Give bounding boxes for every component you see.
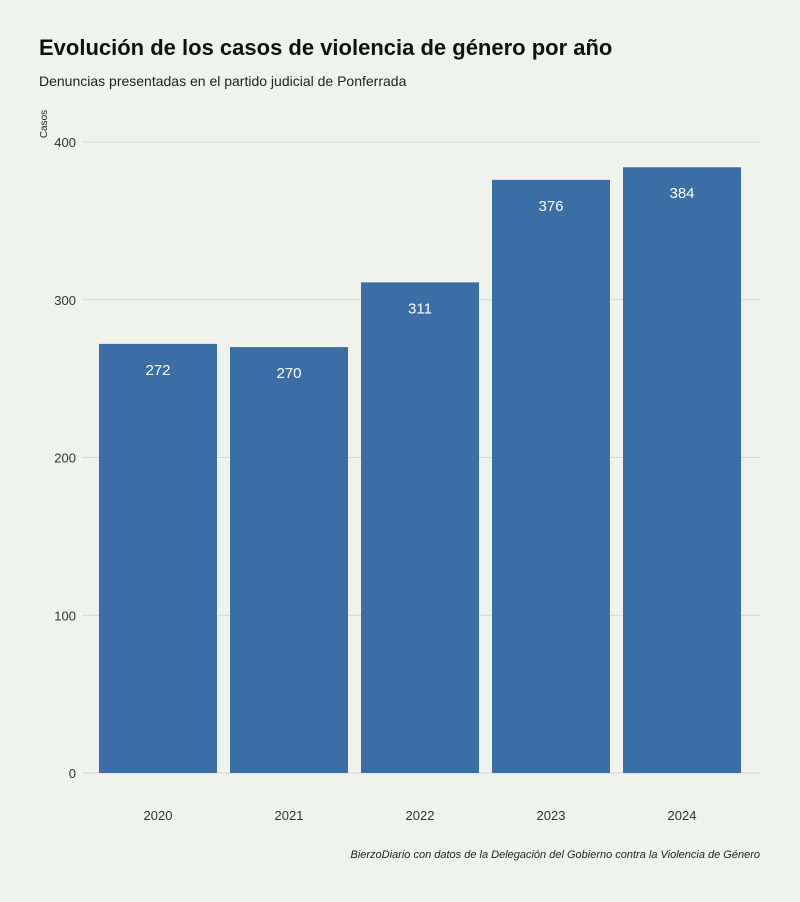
data-label: 272 bbox=[145, 362, 170, 379]
x-tick-label: 2023 bbox=[537, 808, 566, 823]
bar-2023 bbox=[492, 179, 610, 774]
x-tick-label: 2021 bbox=[275, 808, 304, 823]
data-label: 384 bbox=[669, 185, 694, 202]
y-tick-label: 100 bbox=[54, 608, 76, 623]
chart-title: Evolución de los casos de violencia de g… bbox=[39, 35, 613, 60]
x-tick-label: 2024 bbox=[668, 808, 697, 823]
bar-2021 bbox=[230, 347, 348, 773]
y-tick-label: 200 bbox=[54, 451, 76, 466]
chart-subtitle: Denuncias presentadas en el partido judi… bbox=[39, 73, 407, 89]
x-tick-label: 2020 bbox=[144, 808, 173, 823]
data-label: 376 bbox=[538, 198, 563, 215]
bar-2020 bbox=[99, 343, 217, 773]
data-label: 311 bbox=[408, 300, 432, 317]
y-tick-label: 400 bbox=[54, 135, 76, 150]
x-tick-label: 2022 bbox=[406, 808, 435, 823]
y-axis-label: Casos bbox=[39, 110, 50, 138]
y-tick-label: 0 bbox=[69, 766, 76, 781]
chart-caption: BierzoDiario con datos de la Delegación … bbox=[350, 849, 761, 861]
data-label: 270 bbox=[276, 365, 301, 382]
bar-2024 bbox=[623, 167, 741, 774]
y-tick-label: 300 bbox=[54, 293, 76, 308]
bar-2022 bbox=[361, 282, 479, 773]
